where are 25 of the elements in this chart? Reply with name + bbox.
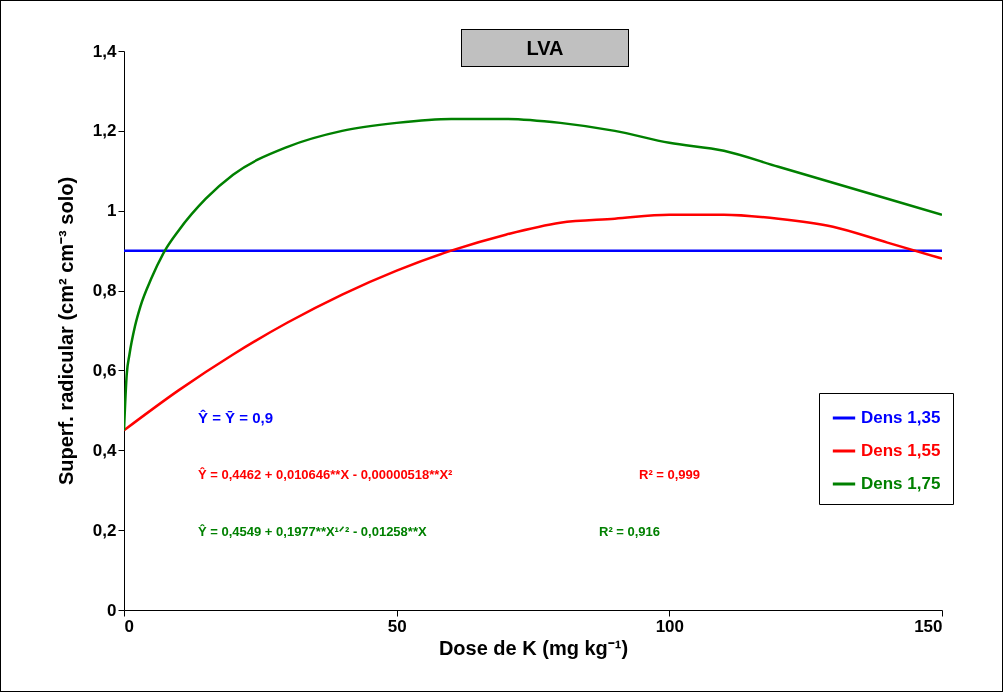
y-tick-label: 1 (107, 201, 117, 221)
y-tick-label: 0,6 (92, 360, 117, 380)
x-tick-label: 0 (124, 616, 134, 636)
legend-label: Dens 1,75 (861, 474, 941, 493)
line-series (124, 117, 942, 432)
x-tick-label: 100 (655, 616, 685, 636)
line-series (124, 213, 942, 432)
annotation: Ŷ = Ȳ = 0,9 (198, 409, 274, 426)
x-tick-label: 150 (914, 616, 943, 636)
x-tick-label: 50 (387, 616, 407, 636)
legend-label: Dens 1,55 (861, 441, 941, 460)
y-tick-label: 1,4 (92, 41, 118, 61)
annotation: R² = 0,916 (599, 524, 661, 539)
legend-label: Dens 1,35 (861, 408, 941, 427)
y-axis-title: Superf. radicular (cm² cm⁻³ solo) (54, 176, 77, 486)
annotation: Ŷ = 0,4462 + 0,010646**X - 0,00000518**X² (198, 467, 453, 482)
y-tick-label: 0,8 (92, 281, 117, 301)
y-tick-label: 0 (107, 600, 117, 620)
y-tick-label: 0,4 (92, 440, 118, 460)
x-axis-title: Dose de K (mg kg⁻¹) (438, 636, 629, 659)
annotation: Ŷ = 0,4549 + 0,1977**X¹ᐟ² - 0,01258**X (198, 524, 427, 539)
y-tick-label: 0,2 (92, 520, 117, 540)
title-box: LVA (461, 29, 629, 67)
annotation: R² = 0,999 (639, 467, 701, 482)
y-tick-label: 1,2 (92, 121, 117, 141)
